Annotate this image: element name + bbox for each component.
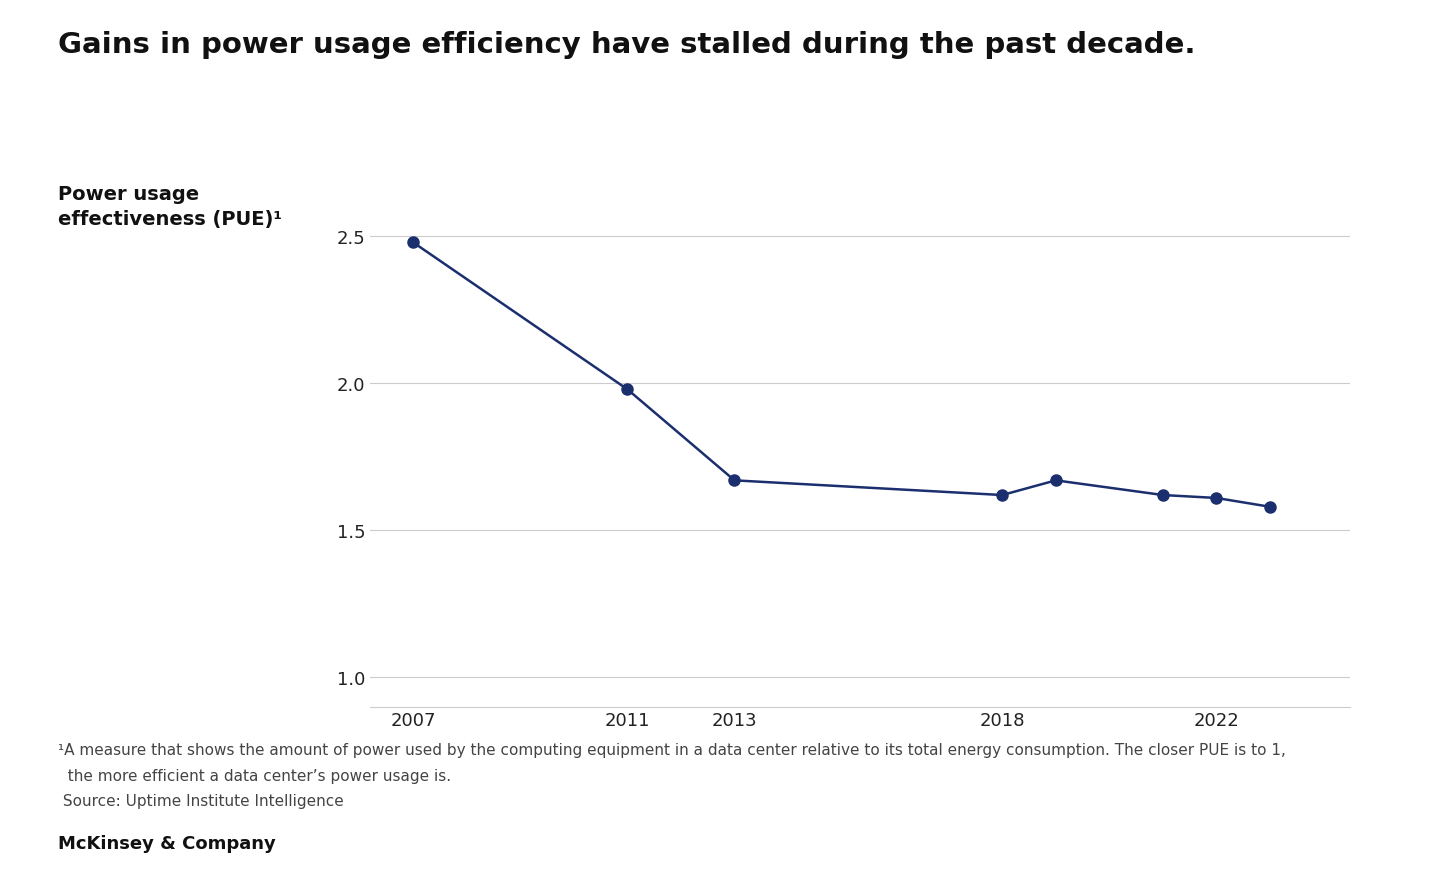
Text: Source: Uptime Institute Intelligence: Source: Uptime Institute Intelligence	[58, 793, 344, 808]
Point	[723, 474, 746, 488]
Point	[1259, 500, 1282, 515]
Text: ¹A measure that shows the amount of power used by the computing equipment in a d: ¹A measure that shows the amount of powe…	[58, 742, 1286, 757]
Text: the more efficient a data center’s power usage is.: the more efficient a data center’s power…	[58, 768, 452, 783]
Point	[1205, 492, 1228, 506]
Point	[1151, 488, 1175, 502]
Text: Power usage
effectiveness (PUE)¹: Power usage effectiveness (PUE)¹	[58, 184, 282, 228]
Text: Gains in power usage efficiency have stalled during the past decade.: Gains in power usage efficiency have sta…	[58, 31, 1195, 59]
Point	[1044, 474, 1067, 488]
Point	[990, 488, 1013, 502]
Point	[402, 236, 425, 250]
Point	[616, 383, 639, 397]
Text: McKinsey & Company: McKinsey & Company	[58, 834, 276, 852]
